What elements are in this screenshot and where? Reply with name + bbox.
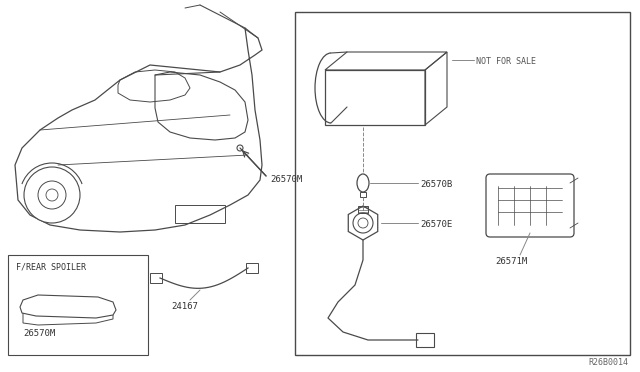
Circle shape [24, 167, 80, 223]
Bar [150, 273, 162, 283]
Polygon shape [348, 206, 378, 240]
FancyBboxPatch shape [486, 174, 574, 237]
Text: R26B0014: R26B0014 [588, 358, 628, 367]
Bar [358, 206, 368, 213]
Text: 26571M: 26571M [495, 257, 527, 266]
Circle shape [237, 145, 243, 151]
Text: 26570E: 26570E [420, 220, 452, 229]
Bar [360, 192, 366, 197]
Circle shape [358, 218, 368, 228]
Bar [246, 263, 258, 273]
Text: NOT FOR SALE: NOT FOR SALE [476, 57, 536, 66]
Text: 24167: 24167 [172, 302, 198, 311]
Circle shape [38, 181, 66, 209]
Ellipse shape [357, 174, 369, 192]
Bar [295, 12, 630, 355]
Bar [175, 205, 225, 223]
Bar [325, 70, 425, 125]
Text: 26570M: 26570M [23, 329, 55, 338]
Bar [416, 333, 434, 347]
Circle shape [46, 189, 58, 201]
Text: 26570B: 26570B [420, 180, 452, 189]
Bar [8, 255, 148, 355]
Circle shape [353, 213, 373, 233]
Text: 26570M: 26570M [270, 175, 302, 184]
Text: F/REAR SPOILER: F/REAR SPOILER [16, 263, 86, 272]
